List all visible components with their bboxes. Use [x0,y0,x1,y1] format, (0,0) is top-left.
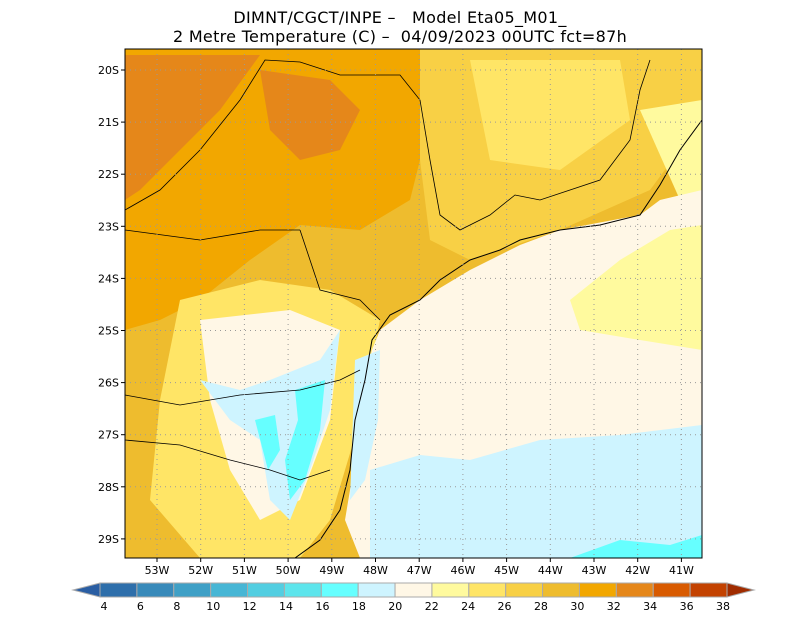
grid-lines [125,49,702,558]
lon-label: 53W [145,564,170,577]
colorbar-swatch [431,582,470,598]
colorbar-swatch [615,582,654,598]
colorbar-swatch [283,582,322,598]
ocean-22-24 [570,225,702,350]
state-borders-north [125,59,651,231]
state-border-sc-rs [125,439,331,481]
lat-label: 29S [98,533,119,546]
colorbar: 4 6 8 10 12 14 16 18 20 22 24 26 28 30 32 34 36 38 [71,582,756,613]
colorbar-label: 32 [607,600,621,613]
lon-label: 49W [319,564,344,577]
ocean-18-20-coast [350,350,380,500]
colorbar-label: 22 [425,600,439,613]
colorbar-swatch [247,582,285,598]
colorbar-swatch [505,582,544,598]
colorbar-over-arrow [726,582,756,598]
lat-label: 27S [98,429,119,442]
lon-label: 43W [582,564,607,577]
chart-title-line1: DIMNT/CGCT/INPE – Model Eta05_M01_ [233,8,567,27]
colorbar-swatch [578,582,617,598]
colorbar-label: 8 [173,600,180,613]
colorbar-label: 6 [137,600,144,613]
colorbar-label: 10 [206,600,220,613]
lat-label: 23S [98,220,119,233]
colorbar-swatch [394,582,433,598]
chart-title-line2: 2 Metre Temperature (C) – 04/09/2023 00U… [172,27,628,46]
lat-label: 22S [98,168,119,181]
map-frame [124,48,703,559]
lat-label: 28S [98,481,119,494]
colorbar-label: 38 [716,600,730,613]
colorbar-label: 24 [461,600,475,613]
temperature-field [125,49,702,558]
ocean-16-18 [570,535,702,558]
colorbar-swatch [652,582,691,598]
colorbar-swatch [320,582,359,598]
longitude-labels: 53W 52W 51W 50W 49W 48W 47W 46W 45W 44W 43W 42W 41W [145,558,694,577]
colorbar-under-arrow [71,582,101,598]
state-border-ms-pr [125,229,300,241]
colorbar-swatch [136,582,175,598]
field-22-24-ne [640,100,702,200]
ocean-18-20 [370,425,702,558]
field-32-34 [125,55,260,200]
colorbar-label: 14 [279,600,293,613]
lat-label: 24S [98,272,119,285]
colorbar-swatch [99,582,138,598]
lon-label: 48W [363,564,388,577]
lon-label: 45W [494,564,519,577]
colorbar-label: 12 [243,600,257,613]
colorbar-label: 4 [101,600,108,613]
latitude-labels: 20S 21S 22S 23S 24S 25S 26S 27S 28S 29S [98,64,125,546]
colorbar-label: 36 [680,600,694,613]
lat-label: 25S [98,325,119,338]
lat-label: 20S [98,64,119,77]
field-32-34b [260,70,360,160]
field-16-18b [255,415,280,470]
lon-label: 46W [450,564,475,577]
colorbar-label: 18 [352,600,366,613]
lon-label: 47W [407,564,432,577]
lon-label: 42W [625,564,650,577]
colorbar-label: 28 [534,600,548,613]
coastline [294,119,702,558]
colorbar-label: 26 [498,600,512,613]
colorbar-swatch [542,582,580,598]
lon-label: 41W [669,564,694,577]
state-border-pr-sc [125,369,361,406]
lat-label: 26S [98,377,119,390]
colorbar-swatch [689,582,728,598]
colorbar-swatch [357,582,396,598]
lon-label: 44W [538,564,563,577]
colorbar-label: 20 [388,600,402,613]
lat-label: 21S [98,116,119,129]
lon-label: 50W [276,564,301,577]
lon-label: 52W [188,564,213,577]
colorbar-label: 16 [315,600,329,613]
state-border-pr-sp [299,229,381,321]
colorbar-label: 30 [570,600,584,613]
colorbar-swatch [210,582,249,598]
lon-label: 51W [232,564,257,577]
colorbar-label: 34 [643,600,657,613]
colorbar-swatch [468,582,507,598]
colorbar-swatch [173,582,212,598]
field-16-18 [285,380,325,500]
